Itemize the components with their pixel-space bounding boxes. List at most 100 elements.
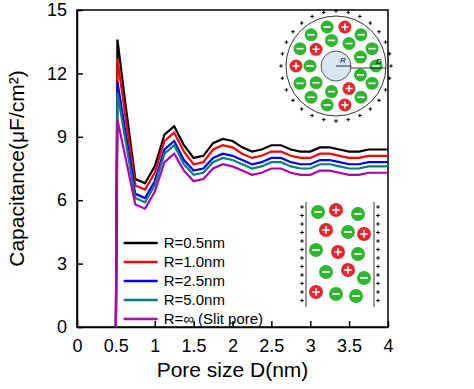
- charge-sign: [384, 40, 388, 44]
- cation: [357, 227, 371, 241]
- y-tick-mark: [77, 10, 83, 12]
- x-tick-label: 4: [383, 336, 393, 356]
- cation: [310, 43, 323, 56]
- legend-label: R=∞ (Slit pore): [164, 310, 263, 327]
- x-tick-label: 0: [72, 336, 82, 356]
- anion: [321, 21, 334, 34]
- y-tick-label: 15: [47, 0, 67, 20]
- ion-circle: [290, 60, 303, 73]
- anion: [325, 85, 338, 98]
- ion-sign: [322, 271, 330, 273]
- slit-inset: [300, 202, 380, 307]
- ion-circle: [309, 243, 323, 257]
- series-line: [116, 40, 388, 327]
- charge-sign: [281, 52, 285, 56]
- ion-sign: [357, 74, 364, 76]
- slit-wall: [374, 202, 375, 307]
- chart: 00.511.522.533.5403691215RDR=0.5nmR=1.0n…: [0, 0, 474, 389]
- ion-circle: [321, 21, 334, 34]
- y-tick-label: 0: [57, 317, 67, 337]
- x-tick-mark: [349, 321, 351, 327]
- ion-circle: [351, 247, 365, 261]
- ion-sign: [328, 91, 335, 93]
- charge-sign: [376, 256, 380, 260]
- plot: 00.511.522.533.5403691215RDR=0.5nmR=1.0n…: [47, 0, 394, 356]
- ion-circle: [357, 271, 371, 285]
- charge-sign: [346, 11, 350, 15]
- charge-sign: [368, 21, 372, 25]
- plot-frame: [77, 10, 388, 327]
- legend-label: R=1.0nm: [164, 253, 225, 270]
- ion-sign: [313, 46, 320, 53]
- series-line: [116, 92, 388, 327]
- y-tick: 12: [47, 64, 83, 84]
- ion-circle: [343, 37, 356, 50]
- ion-circle: [331, 245, 345, 259]
- charge-sign: [300, 290, 304, 294]
- ion-circle: [325, 34, 338, 47]
- outer-wall: [286, 16, 386, 116]
- ion-circle: [366, 42, 379, 55]
- series-line: [116, 59, 388, 327]
- legend-label: R=5.0nm: [164, 291, 225, 308]
- anion: [351, 247, 365, 261]
- legend-swatch: [124, 280, 158, 283]
- y-tick-mark: [77, 137, 83, 139]
- ion-circle: [341, 225, 355, 239]
- ion-circle: [310, 76, 323, 89]
- legend: R=0.5nmR=1.0nmR=2.5nmR=5.0nmR=∞ (Slit po…: [124, 234, 263, 327]
- charge-sign: [300, 282, 304, 286]
- charge-sign: [358, 114, 362, 118]
- x-tick-label: 2.5: [259, 336, 284, 356]
- ion-circle: [329, 203, 343, 217]
- ion-circle: [329, 287, 343, 301]
- anion: [366, 77, 379, 90]
- y-axis: 03691215: [47, 0, 83, 337]
- ion-sign: [314, 211, 322, 213]
- charge-sign: [300, 222, 304, 226]
- ion-sign: [313, 82, 320, 84]
- ion-sign: [328, 40, 335, 42]
- cylinder-inset: RD: [279, 9, 393, 123]
- charge-sign: [300, 205, 304, 209]
- anion: [354, 68, 367, 81]
- series-line: [116, 120, 388, 327]
- anion: [305, 91, 318, 104]
- x-tick-label: 1: [150, 336, 160, 356]
- x-tick-mark: [155, 321, 157, 327]
- cation: [338, 21, 351, 34]
- x-tick: 3.5: [337, 321, 362, 356]
- x-tick-mark: [388, 321, 390, 327]
- charge-sign: [310, 114, 314, 118]
- x-tick-label: 2: [228, 336, 238, 356]
- charge-sign: [368, 107, 372, 111]
- ion-sign: [345, 85, 352, 92]
- anion: [304, 60, 317, 73]
- anion: [343, 37, 356, 50]
- charge-sign: [300, 239, 304, 243]
- ion-circle: [351, 207, 365, 221]
- ion-sign: [312, 249, 320, 251]
- y-tick-label: 9: [57, 127, 67, 147]
- lines: [116, 40, 388, 327]
- anion: [354, 28, 367, 41]
- charge-sign: [376, 248, 380, 252]
- ion-circle: [305, 91, 318, 104]
- radius-arrow: [336, 66, 351, 67]
- charge-sign: [376, 299, 380, 303]
- charge-sign: [291, 98, 295, 102]
- charge-sign: [376, 273, 380, 277]
- legend-label: R=0.5nm: [164, 234, 225, 251]
- series-line: [116, 82, 388, 327]
- y-tick-mark: [77, 200, 83, 202]
- charge-sign: [285, 40, 289, 44]
- ion-circle: [319, 223, 333, 237]
- cation: [290, 60, 303, 73]
- charge-sign: [377, 30, 381, 34]
- ion-sign: [312, 288, 320, 296]
- charge-sign: [376, 290, 380, 294]
- anion: [293, 42, 306, 55]
- ion-circle: [354, 68, 367, 81]
- ion-sign: [341, 23, 348, 30]
- ion-sign: [332, 293, 340, 295]
